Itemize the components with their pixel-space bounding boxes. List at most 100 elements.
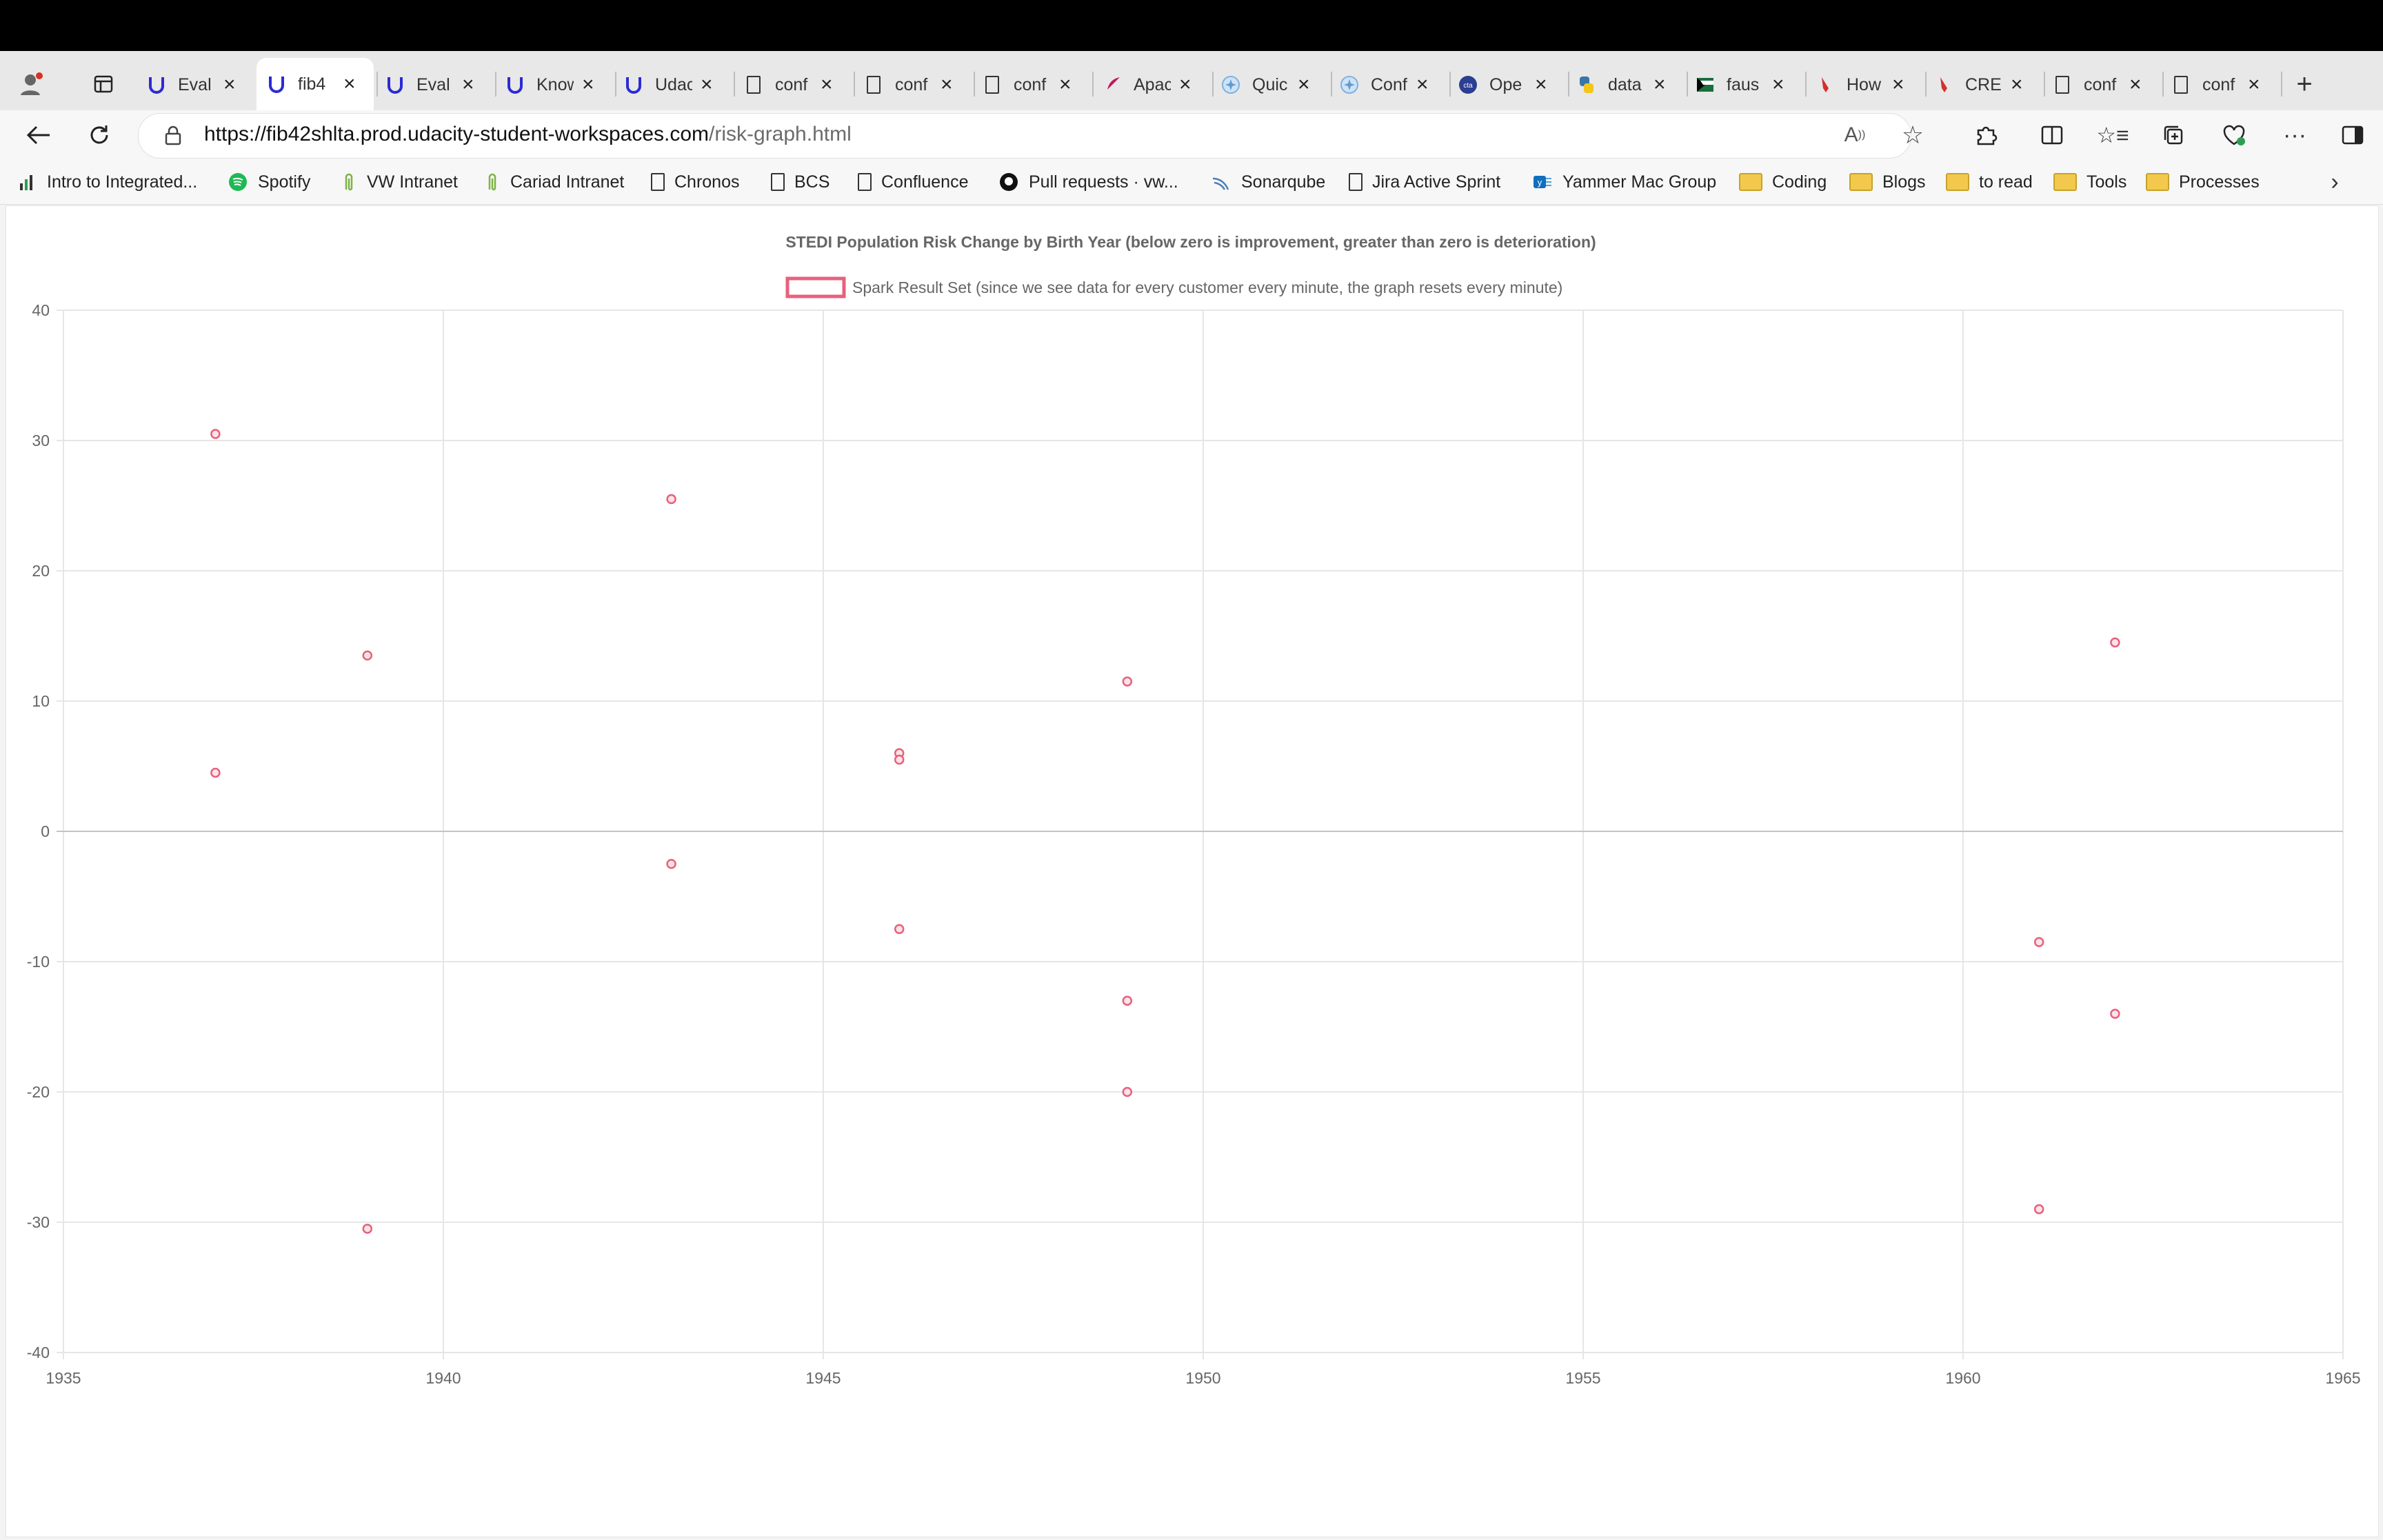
data-point[interactable] (2110, 637, 2120, 648)
bookmark-item[interactable]: Processes (2146, 170, 2260, 194)
browser-tab[interactable]: How × (1813, 63, 1904, 106)
tab-close-icon[interactable]: × (223, 73, 236, 96)
bookmarks-bar (0, 160, 2383, 205)
tab-close-icon[interactable]: × (821, 73, 833, 96)
bookmark-item[interactable]: Tools (2053, 170, 2126, 194)
clip-icon (341, 172, 357, 192)
extensions-icon[interactable] (1971, 120, 2001, 150)
tab-close-icon[interactable]: × (1772, 73, 1784, 96)
tab-close-icon[interactable]: × (1416, 73, 1429, 96)
tab-close-icon[interactable]: × (1059, 73, 1072, 96)
tab-close-icon[interactable]: × (1298, 73, 1310, 96)
bookmark-item[interactable]: Pull requests · vw... (998, 170, 1178, 194)
tab-close-icon[interactable]: × (1892, 73, 1904, 96)
bookmark-item[interactable]: to read (1946, 170, 2033, 194)
new-tab-button[interactable]: + (2296, 68, 2313, 99)
chart-title: STEDI Population Risk Change by Birth Ye… (785, 233, 1596, 251)
profile-avatar[interactable] (17, 70, 44, 98)
x-tick-label: 1965 (2325, 1369, 2360, 1387)
bookmark-item[interactable]: Sonarqube (1211, 170, 1325, 194)
tab-close-icon[interactable]: × (462, 73, 474, 96)
tab-label: How (1847, 74, 1882, 94)
tab-close-icon[interactable]: × (582, 73, 594, 96)
data-point[interactable] (362, 1224, 373, 1234)
split-screen-icon[interactable] (2037, 120, 2067, 150)
lock-icon[interactable] (161, 123, 185, 148)
tab-close-icon[interactable]: × (1653, 73, 1666, 96)
browser-tab[interactable]: Conf × (1338, 63, 1429, 106)
browser-tab[interactable]: CRE × (1932, 63, 2023, 106)
url-text[interactable]: https://fib42shlta.prod.udacity-student-… (204, 123, 852, 146)
data-point[interactable] (1122, 1086, 1133, 1097)
data-point[interactable] (2110, 1009, 2120, 1019)
tab-close-icon[interactable]: × (2129, 73, 2142, 96)
read-aloud-icon[interactable]: A)) (1844, 123, 1866, 146)
browser-tab[interactable]: data × (1575, 63, 1666, 106)
tab-close-icon[interactable]: × (941, 73, 953, 96)
favorites-icon[interactable]: ☆≡ (2096, 123, 2129, 148)
data-point[interactable] (362, 650, 373, 661)
sidebar-toggle-icon[interactable] (2337, 120, 2368, 150)
bookmark-item[interactable]: Spotify (228, 170, 310, 194)
browser-tab[interactable]: conf × (742, 63, 833, 106)
browser-essentials-icon[interactable] (2219, 120, 2249, 150)
favorite-star-icon[interactable]: ☆ (1901, 121, 1924, 149)
feather-icon (1100, 73, 1124, 97)
bookmark-item[interactable]: VW Intranet (341, 170, 458, 194)
data-point[interactable] (666, 859, 676, 869)
data-point[interactable] (1122, 995, 1133, 1006)
bookmark-item[interactable]: Jira Active Sprint (1349, 170, 1500, 194)
browser-tab[interactable]: Know × (503, 63, 594, 106)
tab-separator (734, 72, 735, 97)
data-point[interactable] (2033, 1204, 2044, 1215)
tab-close-icon[interactable]: × (2248, 73, 2260, 96)
browser-tab[interactable]: conf × (981, 63, 1072, 106)
y-tick-label: 40 (32, 301, 50, 319)
collections-icon[interactable] (2158, 120, 2189, 150)
y-tick-label: -40 (27, 1344, 50, 1361)
tab-close-icon[interactable]: × (2011, 73, 2023, 96)
bookmark-item[interactable]: Intro to Integrated... (18, 170, 197, 194)
address-bar[interactable] (138, 113, 1911, 159)
bookmark-item[interactable]: Confluence (858, 170, 968, 194)
tab-close-icon[interactable]: × (343, 72, 356, 95)
tab-close-icon[interactable]: × (1535, 73, 1547, 96)
bookmark-item[interactable]: Blogs (1849, 170, 1926, 194)
bookmark-label: Confluence (881, 172, 969, 192)
browser-tab[interactable]: Eval × (383, 63, 474, 106)
browser-tab[interactable]: Quic × (1219, 63, 1310, 106)
browser-tab[interactable]: conf × (2051, 63, 2142, 106)
browser-tab[interactable]: conf × (2169, 63, 2260, 106)
chart-icon (18, 172, 37, 192)
back-button[interactable] (23, 121, 54, 149)
browser-tab[interactable]: Udac × (622, 63, 713, 106)
refresh-button[interactable] (84, 120, 114, 150)
data-point[interactable] (1122, 676, 1133, 687)
bookmark-item[interactable]: Chronos (651, 170, 740, 194)
data-point[interactable] (210, 767, 221, 778)
browser-tab[interactable]: conf × (862, 63, 953, 106)
tab-actions-icon[interactable] (91, 72, 116, 97)
browser-tab[interactable]: Eval × (145, 63, 236, 106)
browser-tab[interactable]: fib4 × (257, 58, 374, 110)
data-point[interactable] (2033, 937, 2044, 947)
data-point[interactable] (894, 754, 905, 765)
bookmark-item[interactable]: y Yammer Mac Group (1532, 170, 1716, 194)
data-point[interactable] (666, 494, 676, 505)
bookmark-item[interactable]: Cariad Intranet (484, 170, 624, 194)
tab-close-icon[interactable]: × (701, 73, 713, 96)
browser-tab[interactable]: Apac × (1100, 63, 1192, 106)
browser-tab[interactable]: cta Ope × (1456, 63, 1547, 106)
data-point[interactable] (210, 429, 221, 439)
sparkle-icon (1338, 73, 1361, 97)
bookmark-item[interactable]: Coding (1739, 170, 1827, 194)
tab-separator (1092, 72, 1094, 97)
bookmarks-more-chevron-icon[interactable]: › (2331, 168, 2339, 195)
data-point[interactable] (894, 924, 905, 934)
bookmark-item[interactable]: BCS (771, 170, 829, 194)
browser-tab[interactable]: faus × (1693, 63, 1784, 106)
more-menu-icon[interactable]: ··· (2283, 121, 2306, 148)
bookmark-label: to read (1979, 172, 2033, 192)
svg-text:y: y (1538, 177, 1542, 188)
tab-close-icon[interactable]: × (1179, 73, 1192, 96)
